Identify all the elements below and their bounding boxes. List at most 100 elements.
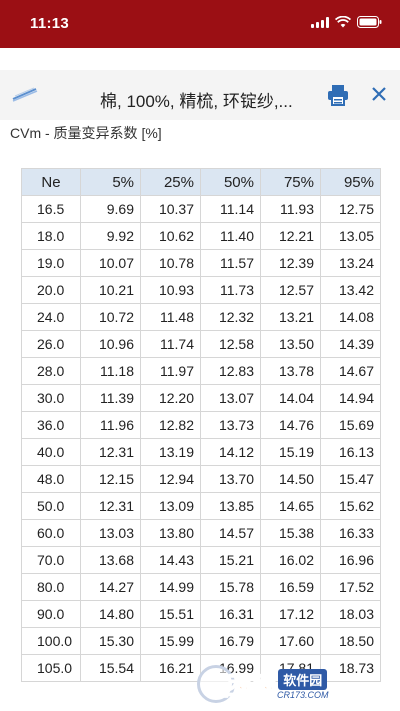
cell-ne: 24.0 <box>21 303 81 331</box>
cell-p75: 13.21 <box>260 303 321 331</box>
cell-p25: 11.48 <box>140 303 201 331</box>
cell-p50: 14.12 <box>200 438 261 466</box>
header-p25: 25% <box>140 168 201 196</box>
cell-p5: 10.72 <box>80 303 141 331</box>
cell-ne: 19.0 <box>21 249 81 277</box>
table-row: 70.0 13.68 14.43 15.21 16.02 16.96 <box>21 546 381 574</box>
cell-ne: 105.0 <box>21 654 81 682</box>
header-p95: 95% <box>320 168 381 196</box>
cell-p75: 12.21 <box>260 222 321 250</box>
cell-p50: 11.73 <box>200 276 261 304</box>
table-row: 60.0 13.03 13.80 14.57 15.38 16.33 <box>21 519 381 547</box>
cellular-signal-icon <box>311 16 329 28</box>
header-p5: 5% <box>80 168 141 196</box>
cell-p95: 18.50 <box>320 627 381 655</box>
cell-p75: 13.78 <box>260 357 321 385</box>
cell-p25: 14.43 <box>140 546 201 574</box>
cell-p25: 11.97 <box>140 357 201 385</box>
cell-p50: 13.70 <box>200 465 261 493</box>
table-row: 24.0 10.72 11.48 12.32 13.21 14.08 <box>21 303 381 331</box>
app-toolbar: 棉, 100%, 精梳, 环锭纱,... <box>0 70 400 120</box>
table-row: 19.0 10.07 10.78 11.57 12.39 13.24 <box>21 249 381 277</box>
cell-p95: 18.03 <box>320 600 381 628</box>
table-row: 48.0 12.15 12.94 13.70 14.50 15.47 <box>21 465 381 493</box>
cell-p5: 14.80 <box>80 600 141 628</box>
close-icon[interactable] <box>371 86 387 107</box>
cell-p75: 13.50 <box>260 330 321 358</box>
cv-table-container: Ne 5% 25% 50% 75% 95% 16.5 9.69 10.37 11.14… <box>21 168 381 682</box>
cell-p25: 12.82 <box>140 411 201 439</box>
cell-p75: 16.02 <box>260 546 321 574</box>
table-row: 50.0 12.31 13.09 13.85 14.65 15.62 <box>21 492 381 520</box>
cell-ne: 28.0 <box>21 357 81 385</box>
watermark-badge: 软件园 CR173.COM <box>277 668 329 700</box>
battery-icon <box>357 16 382 28</box>
cell-p95: 15.69 <box>320 411 381 439</box>
print-icon[interactable] <box>327 84 349 111</box>
cell-p95: 13.05 <box>320 222 381 250</box>
cell-p95: 15.47 <box>320 465 381 493</box>
cell-p25: 10.37 <box>140 195 201 223</box>
cell-p25: 13.19 <box>140 438 201 466</box>
cell-p75: 12.39 <box>260 249 321 277</box>
cell-ne: 50.0 <box>21 492 81 520</box>
cell-p75: 15.38 <box>260 519 321 547</box>
cell-p50: 16.31 <box>200 600 261 628</box>
cell-ne: 80.0 <box>21 573 81 601</box>
cell-p50: 11.40 <box>200 222 261 250</box>
cell-p50: 11.57 <box>200 249 261 277</box>
cell-p5: 12.31 <box>80 438 141 466</box>
cell-p25: 11.74 <box>140 330 201 358</box>
cell-p5: 10.21 <box>80 276 141 304</box>
cell-p95: 15.62 <box>320 492 381 520</box>
cell-p5: 15.54 <box>80 654 141 682</box>
cell-p75: 11.93 <box>260 195 321 223</box>
table-row: 18.0 9.92 10.62 11.40 12.21 13.05 <box>21 222 381 250</box>
cell-p75: 12.57 <box>260 276 321 304</box>
status-bar: 11:13 <box>0 0 400 48</box>
cell-p95: 14.08 <box>320 303 381 331</box>
cell-ne: 20.0 <box>21 276 81 304</box>
cell-p75: 14.50 <box>260 465 321 493</box>
cell-p95: 13.42 <box>320 276 381 304</box>
cell-p95: 16.13 <box>320 438 381 466</box>
cell-p5: 10.96 <box>80 330 141 358</box>
cell-p25: 10.62 <box>140 222 201 250</box>
cell-p95: 14.67 <box>320 357 381 385</box>
site-watermark: 西西 软件园 CR173.COM <box>197 664 387 704</box>
cell-p95: 14.39 <box>320 330 381 358</box>
cell-p5: 9.69 <box>80 195 141 223</box>
cell-p50: 12.32 <box>200 303 261 331</box>
table-row: 16.5 9.69 10.37 11.14 11.93 12.75 <box>21 195 381 223</box>
cell-p25: 14.99 <box>140 573 201 601</box>
cell-p50: 13.73 <box>200 411 261 439</box>
table-row: 100.0 15.30 15.99 16.79 17.60 18.50 <box>21 627 381 655</box>
cell-p75: 17.12 <box>260 600 321 628</box>
table-row: 28.0 11.18 11.97 12.83 13.78 14.67 <box>21 357 381 385</box>
cv-table: Ne 5% 25% 50% 75% 95% 16.5 9.69 10.37 11.14… <box>21 168 381 682</box>
cell-ne: 48.0 <box>21 465 81 493</box>
header-p50: 50% <box>200 168 261 196</box>
table-row: 36.0 11.96 12.82 13.73 14.76 15.69 <box>21 411 381 439</box>
cell-p95: 12.75 <box>320 195 381 223</box>
cell-p50: 13.07 <box>200 384 261 412</box>
cell-p5: 14.27 <box>80 573 141 601</box>
cell-p25: 12.20 <box>140 384 201 412</box>
cell-p50: 15.78 <box>200 573 261 601</box>
cell-p50: 13.85 <box>200 492 261 520</box>
table-body: 16.5 9.69 10.37 11.14 11.93 12.75 18.0 9.92 10.6… <box>21 195 381 682</box>
cell-p5: 13.03 <box>80 519 141 547</box>
table-row: 90.0 14.80 15.51 16.31 17.12 18.03 <box>21 600 381 628</box>
table-row: 80.0 14.27 14.99 15.78 16.59 17.52 <box>21 573 381 601</box>
cell-p50: 14.57 <box>200 519 261 547</box>
watermark-main-text: 西西 <box>222 670 274 701</box>
cell-p25: 13.09 <box>140 492 201 520</box>
header-ne: Ne <box>21 168 81 196</box>
watermark-logo-icon <box>197 665 235 703</box>
cell-p25: 10.78 <box>140 249 201 277</box>
cell-p5: 15.30 <box>80 627 141 655</box>
cell-p25: 15.51 <box>140 600 201 628</box>
cell-p75: 14.76 <box>260 411 321 439</box>
cell-p50: 12.58 <box>200 330 261 358</box>
cell-ne: 18.0 <box>21 222 81 250</box>
